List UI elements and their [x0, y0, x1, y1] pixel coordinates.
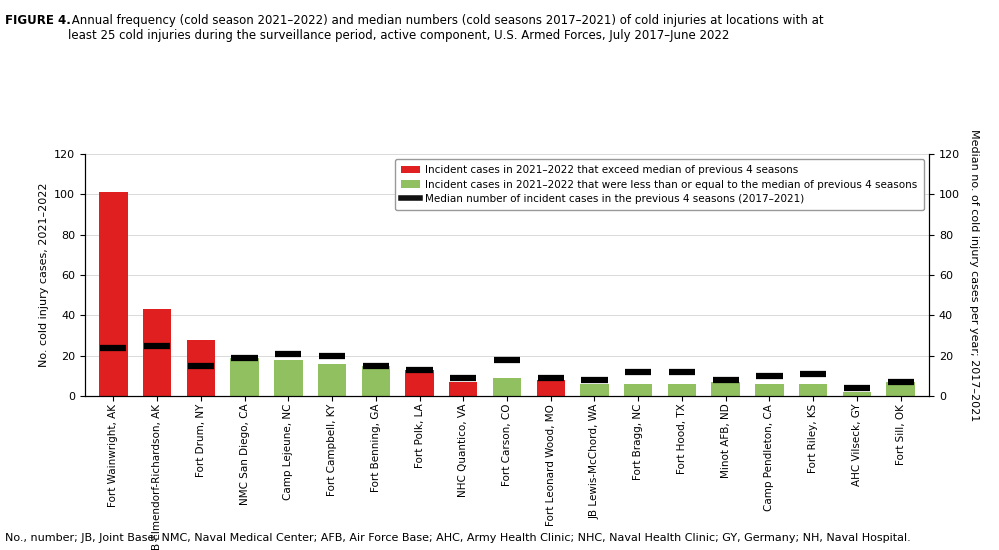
Bar [536, 380, 565, 396]
Bar [231, 358, 259, 396]
Bar [843, 392, 871, 396]
Bar [143, 309, 171, 396]
Bar [667, 384, 696, 396]
Text: No., number; JB, Joint Base; NMC, Naval Medical Center; AFB, Air Force Base; AHC: No., number; JB, Joint Base; NMC, Naval … [5, 534, 911, 543]
Bar [580, 384, 608, 396]
Text: FIGURE 4.: FIGURE 4. [5, 14, 71, 27]
Bar [886, 382, 915, 396]
Y-axis label: No. cold injury cases, 2021–2022: No. cold injury cases, 2021–2022 [39, 183, 49, 367]
Bar [187, 339, 215, 396]
Bar [449, 382, 478, 396]
Legend: Incident cases in 2021–2022 that exceed median of previous 4 seasons, Incident c: Incident cases in 2021–2022 that exceed … [396, 159, 924, 210]
Bar [711, 382, 740, 396]
Bar [406, 370, 434, 396]
Bar [274, 360, 303, 396]
Bar [318, 364, 347, 396]
Y-axis label: Median no. of cold injury cases per year; 2017–2021: Median no. of cold injury cases per year… [969, 129, 979, 421]
Bar [624, 384, 652, 396]
Text: Annual frequency (cold season 2021–2022) and median numbers (cold seasons 2017–2: Annual frequency (cold season 2021–2022)… [68, 14, 823, 42]
Bar [799, 384, 827, 396]
Bar [362, 366, 390, 396]
Bar [493, 378, 521, 396]
Bar [755, 384, 783, 396]
Bar [99, 192, 128, 396]
